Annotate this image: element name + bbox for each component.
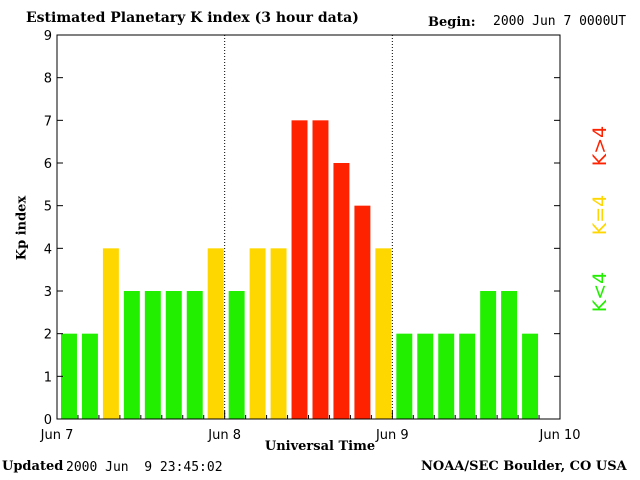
y-tick-label: 5 bbox=[44, 200, 52, 215]
y-axis-label: Kp index bbox=[14, 195, 30, 261]
bar bbox=[102, 248, 119, 419]
x-tick-label: Jun 8 bbox=[207, 428, 241, 443]
bar bbox=[165, 291, 182, 419]
bar bbox=[438, 333, 455, 419]
bar bbox=[354, 205, 371, 419]
bar bbox=[396, 333, 413, 419]
y-tick-label: 4 bbox=[44, 242, 52, 257]
bar bbox=[291, 120, 308, 419]
y-tick-label: 7 bbox=[44, 114, 52, 129]
begin-value: 2000 Jun 7 0000UT bbox=[493, 14, 627, 29]
legend-below-4: K<4 bbox=[589, 271, 611, 313]
bar bbox=[249, 248, 266, 419]
y-tick-label: 0 bbox=[44, 413, 52, 428]
bar bbox=[459, 333, 476, 419]
y-tick-label: 6 bbox=[44, 157, 52, 172]
y-tick-label: 9 bbox=[44, 29, 52, 44]
x-tick-label: Jun 9 bbox=[375, 428, 409, 443]
bar bbox=[144, 291, 161, 419]
x-tick-label: Jun 10 bbox=[539, 428, 581, 443]
bar bbox=[417, 333, 434, 419]
bar bbox=[522, 333, 539, 419]
bar bbox=[312, 120, 329, 419]
bar bbox=[480, 291, 497, 419]
y-tick-label: 1 bbox=[44, 370, 52, 385]
bar bbox=[501, 291, 518, 419]
bar bbox=[333, 163, 350, 419]
x-tick-label: Jun 7 bbox=[40, 428, 74, 443]
bar bbox=[375, 248, 392, 419]
bar bbox=[270, 248, 287, 419]
bar bbox=[228, 291, 245, 419]
y-tick-label: 3 bbox=[44, 285, 52, 300]
y-tick-label: 2 bbox=[44, 328, 52, 343]
bar bbox=[123, 291, 140, 419]
updated-value: 2000 Jun 9 23:45:02 bbox=[66, 460, 223, 475]
bar bbox=[186, 291, 203, 419]
chart-title: Estimated Planetary K index (3 hour data… bbox=[26, 10, 359, 26]
legend-above-4: K>4 bbox=[589, 125, 611, 167]
begin-label: Begin: bbox=[428, 15, 476, 30]
bar bbox=[81, 333, 98, 419]
credit-text: NOAA/SEC Boulder, CO USA bbox=[421, 459, 627, 474]
x-axis-label: Universal Time bbox=[264, 439, 376, 454]
legend-equal-4: K=4 bbox=[589, 194, 611, 236]
updated-label: Updated bbox=[2, 459, 64, 474]
bar bbox=[61, 333, 77, 419]
bar bbox=[207, 248, 224, 419]
y-tick-label: 8 bbox=[44, 72, 52, 87]
